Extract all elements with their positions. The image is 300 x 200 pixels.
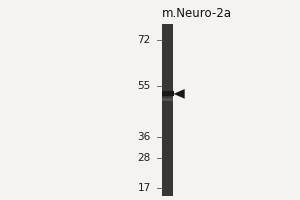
Polygon shape bbox=[173, 89, 185, 99]
Text: m.Neuro-2a: m.Neuro-2a bbox=[162, 7, 232, 20]
Text: 28: 28 bbox=[137, 153, 151, 163]
Text: 36: 36 bbox=[137, 132, 151, 142]
Bar bbox=[162, 98, 173, 101]
Bar bbox=[162, 24, 173, 196]
Text: 72: 72 bbox=[137, 35, 151, 45]
Text: 17: 17 bbox=[137, 183, 151, 193]
Text: 55: 55 bbox=[137, 81, 151, 91]
Bar bbox=[162, 91, 173, 96]
